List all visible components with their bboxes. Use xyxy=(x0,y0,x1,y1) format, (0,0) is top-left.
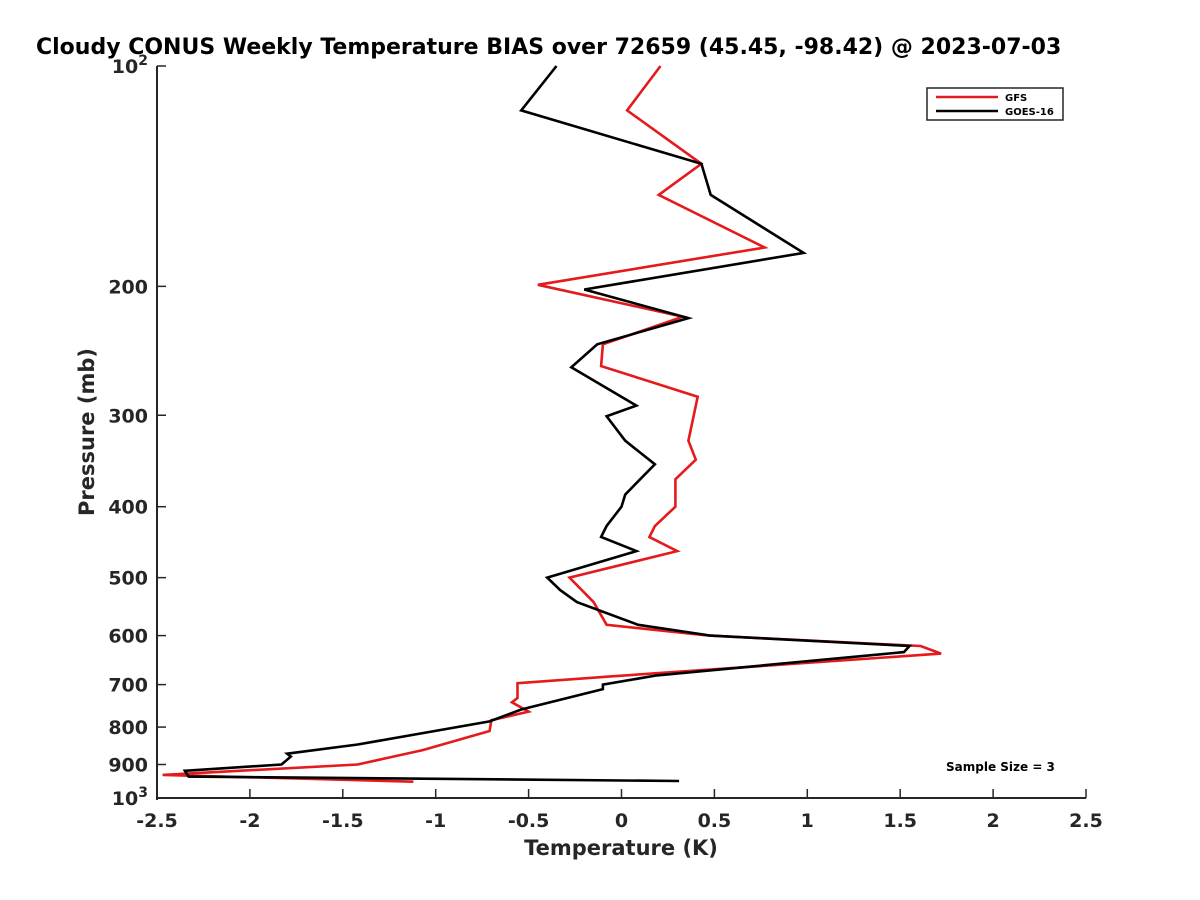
legend-label-goes16: GOES-16 xyxy=(1005,107,1054,118)
y-axis-label: Pressure (mb) xyxy=(75,348,99,516)
legend: GFS GOES-16 xyxy=(926,87,1064,121)
x-axis-label: Temperature (K) xyxy=(524,836,718,860)
x-tick-label: -0.5 xyxy=(508,810,550,832)
x-tick-label: 0.5 xyxy=(698,810,732,832)
y-tick-label: 500 xyxy=(108,568,148,590)
legend-box xyxy=(926,87,1064,121)
x-tick-label: 2 xyxy=(986,810,999,832)
legend-label-gfs: GFS xyxy=(1005,93,1027,104)
y-tick-label: 900 xyxy=(108,755,148,777)
series-line-gfs xyxy=(162,65,942,783)
series-layer xyxy=(162,65,942,783)
sample-size-annotation: Sample Size = 3 xyxy=(946,760,1055,774)
chart-title: Cloudy CONUS Weekly Temperature BIAS ove… xyxy=(36,35,1061,60)
x-tick-label: 1 xyxy=(801,810,814,832)
x-tick-label: -1.5 xyxy=(322,810,364,832)
x-tick-label: -2 xyxy=(239,810,260,832)
x-tick-label: -1 xyxy=(425,810,446,832)
y-tick-label: 400 xyxy=(108,497,148,519)
x-tick-label: 0 xyxy=(615,810,628,832)
x-tick-label: 1.5 xyxy=(883,810,917,832)
x-tick-label: 2.5 xyxy=(1069,810,1103,832)
x-ticks: -2.5 -2 -1.5 -1 -0.5 0 0.5 1 1.5 2 2.5 xyxy=(136,789,1103,832)
y-tick-label: 200 xyxy=(108,276,148,298)
series-line-goes16 xyxy=(182,65,913,783)
y-tick-label: 700 xyxy=(108,675,148,697)
x-tick-label: -2.5 xyxy=(136,810,178,832)
y-tick-label: 600 xyxy=(108,626,148,648)
y-tick-label: 800 xyxy=(108,717,148,739)
y-tick-label: 300 xyxy=(108,405,148,427)
y-tick-label: 103 xyxy=(112,785,148,810)
